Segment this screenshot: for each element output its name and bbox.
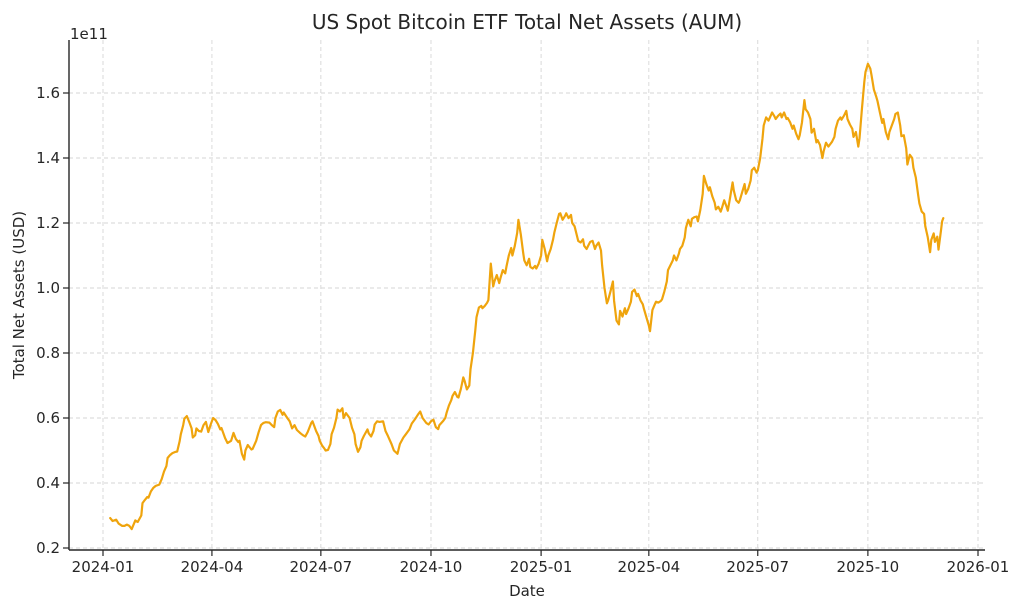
y-tick-label: 1.6: [36, 84, 60, 102]
x-tick-label: 2026-01: [947, 558, 1010, 576]
y-tick-label: 0.2: [36, 539, 60, 557]
chart-title: US Spot Bitcoin ETF Total Net Assets (AU…: [312, 10, 742, 34]
y-tick-label: 0.4: [36, 474, 60, 492]
x-tick-label: 2024-10: [400, 558, 463, 576]
x-axis-label: Date: [509, 582, 545, 600]
x-tick-label: 2025-04: [617, 558, 680, 576]
y-tick-label: 0.8: [36, 344, 60, 362]
x-tick-label: 2024-04: [181, 558, 244, 576]
x-tick-label: 2025-01: [510, 558, 573, 576]
x-tick-label: 2024-07: [290, 558, 353, 576]
x-tick-label: 2024-01: [72, 558, 135, 576]
y-tick-label: 1.4: [36, 149, 60, 167]
series-layer: [109, 62, 945, 531]
x-tick-label: 2025-07: [726, 558, 789, 576]
x-tick-label: 2025-10: [837, 558, 900, 576]
tick-label-layer: 2024-01 2024-04 2024-07 2024-10 2025-01 2025-…: [36, 84, 1009, 576]
aum-line-series: [109, 62, 945, 531]
grid-layer: [69, 40, 985, 550]
axes-layer: [63, 40, 985, 556]
y-axis-label: Total Net Assets (USD): [10, 211, 28, 380]
y-axis-offset-label: 1e11: [70, 25, 108, 43]
y-tick-label: 1.0: [36, 279, 60, 297]
y-tick-label: 1.2: [36, 214, 60, 232]
y-tick-label: 0.6: [36, 409, 60, 427]
